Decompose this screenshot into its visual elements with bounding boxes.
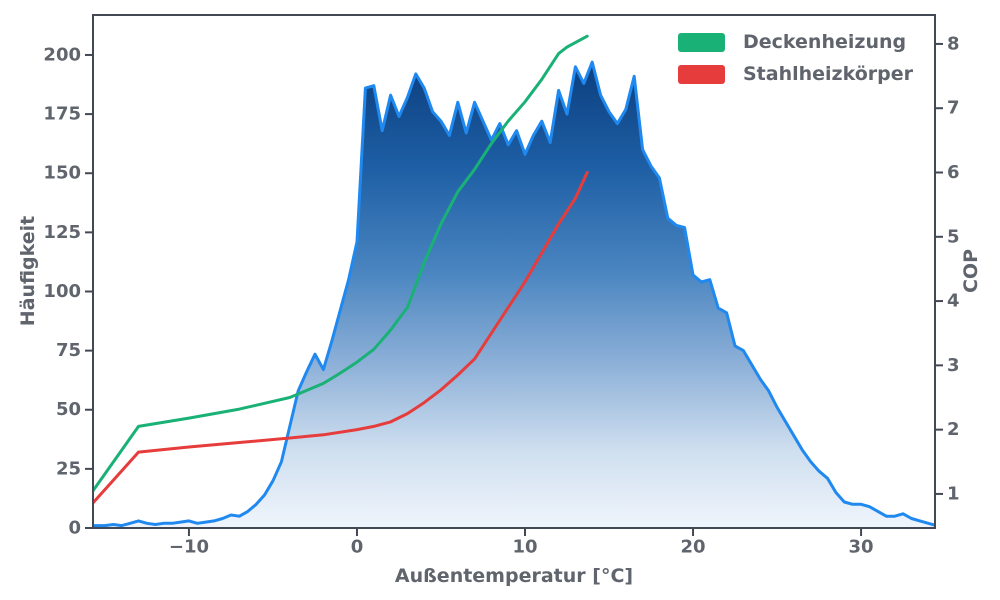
legend-swatch-deckenheizung — [678, 33, 725, 52]
legend-label-stahlheizkoerper: Stahlheizkörper — [743, 63, 914, 85]
x-tick-label: 10 — [512, 537, 537, 558]
histogram-area — [93, 62, 935, 528]
x-tick-label: 0 — [351, 537, 364, 558]
y-right-tick-label: 1 — [947, 483, 960, 504]
y-left-tick-label: 175 — [43, 104, 81, 125]
cop-line-stahlheizkrper — [93, 171, 589, 505]
y-right-axis-label: COP — [960, 248, 982, 294]
x-tick-label: 30 — [849, 537, 874, 558]
y-left-tick-label: 200 — [43, 44, 81, 65]
plot-border — [92, 14, 936, 529]
y-right-tick-label: 6 — [947, 162, 960, 183]
legend-item-deckenheizung: Deckenheizung — [678, 33, 913, 52]
y-left-tick-label: 25 — [56, 458, 81, 479]
x-tick-label: 20 — [681, 537, 706, 558]
y-left-tick-label: 125 — [43, 222, 81, 243]
y-left-tick-label: 150 — [43, 163, 81, 184]
x-tick-label: −10 — [169, 537, 209, 558]
cop-line-deckenheizung — [93, 34, 589, 493]
y-right-tick-label: 3 — [947, 355, 960, 376]
y-left-tick-label: 0 — [68, 518, 81, 539]
y-left-axis-label: Häufigkeit — [17, 215, 39, 327]
legend-label-deckenheizung: Deckenheizung — [743, 31, 907, 53]
y-right-tick-label: 2 — [947, 419, 960, 440]
y-right-tick-label: 4 — [947, 291, 960, 312]
legend-swatch-stahlheizkoerper — [678, 65, 725, 84]
y-left-tick-label: 50 — [56, 399, 81, 420]
y-right-tick-label: 8 — [947, 33, 960, 54]
x-axis-label: Außentemperatur [°C] — [394, 565, 634, 587]
histogram-outline — [93, 60, 935, 528]
legend-item-stahlheizkoerper: Stahlheizkörper — [678, 65, 913, 84]
legend: Deckenheizung Stahlheizkörper — [678, 33, 913, 84]
y-left-tick-label: 75 — [56, 340, 81, 361]
y-right-tick-label: 5 — [947, 226, 960, 247]
y-left-tick-label: 100 — [43, 281, 81, 302]
y-right-tick-label: 7 — [947, 98, 960, 119]
